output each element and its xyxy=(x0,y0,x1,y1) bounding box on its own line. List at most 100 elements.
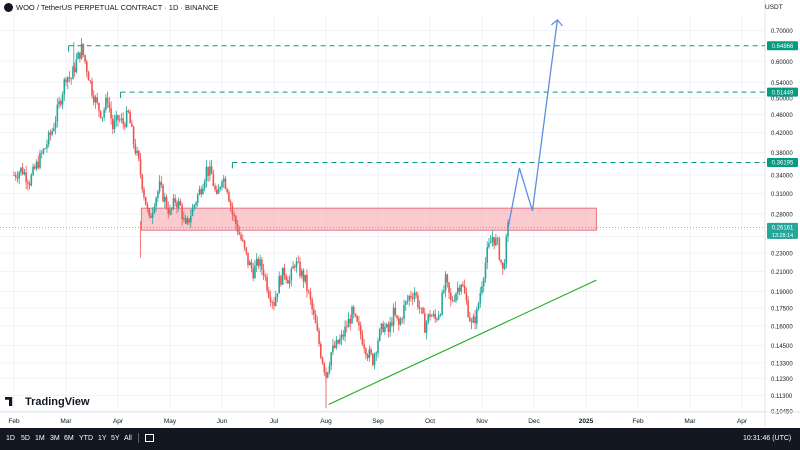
price-tag-label: 0.36195 xyxy=(772,161,794,167)
supply-zone-rect[interactable] xyxy=(140,207,597,231)
x-tick-label: Oct xyxy=(425,418,435,425)
candle-up xyxy=(505,236,508,264)
timeframe-1d-button[interactable]: 1D xyxy=(6,435,15,442)
y-tick-label: 0.70000 xyxy=(771,29,793,35)
candle-up xyxy=(151,212,154,218)
candle-down xyxy=(240,234,242,240)
candle-up xyxy=(427,314,430,323)
candle-down xyxy=(283,267,286,276)
candle-up xyxy=(304,274,306,282)
y-tick-label: 0.13300 xyxy=(771,361,793,367)
candle-down xyxy=(250,262,253,269)
candle-down xyxy=(84,55,86,62)
toolbar-divider xyxy=(138,433,139,443)
candle-up xyxy=(23,172,26,175)
candle-down xyxy=(333,345,336,348)
candle-down xyxy=(398,318,400,325)
candle-down xyxy=(134,144,137,154)
candle-down xyxy=(99,110,102,118)
projection-path[interactable] xyxy=(507,19,559,229)
symbol-logo-icon xyxy=(4,3,13,12)
candle-down xyxy=(273,302,275,306)
projection-arrowhead-icon xyxy=(550,18,563,27)
candle-down xyxy=(396,315,398,319)
candle-up xyxy=(437,315,440,320)
candle-down xyxy=(370,349,372,354)
candle-up xyxy=(378,329,381,341)
timeframe-1y-button[interactable]: 1Y xyxy=(98,435,107,442)
candle-up xyxy=(368,349,371,358)
candle-down xyxy=(73,67,76,73)
candle-up xyxy=(157,191,159,198)
timeframe-1m-button[interactable]: 1M xyxy=(35,435,45,442)
timeframe-all-button[interactable]: All xyxy=(124,435,132,442)
candle-up xyxy=(164,196,166,202)
candle-down xyxy=(429,314,431,317)
candle-down xyxy=(207,166,209,176)
candle-down xyxy=(160,181,163,186)
candle-down xyxy=(502,262,504,269)
candle-up xyxy=(399,318,402,325)
candle-up xyxy=(202,188,204,195)
candle-down xyxy=(25,172,27,183)
candle-down xyxy=(49,132,52,135)
candle-down xyxy=(112,118,114,130)
candle-up xyxy=(136,150,138,154)
candle-down xyxy=(266,276,268,291)
candle-down xyxy=(110,107,112,119)
x-tick-label: Feb xyxy=(8,418,20,425)
timeframe-5y-button[interactable]: 5Y xyxy=(111,435,120,442)
candle-up xyxy=(477,303,480,310)
candle-up xyxy=(72,67,74,80)
candle-up xyxy=(491,237,494,242)
candle-up xyxy=(439,314,442,316)
candle-down xyxy=(65,79,67,83)
x-tick-label: Jun xyxy=(217,418,228,425)
candle-up xyxy=(222,178,225,182)
candle-up xyxy=(186,218,189,224)
candle-up xyxy=(332,345,334,353)
candle-down xyxy=(320,344,322,358)
candle-down xyxy=(212,173,215,186)
candle-down xyxy=(314,314,317,324)
candle-down xyxy=(176,202,178,208)
currency-selector[interactable]: USDT xyxy=(765,4,783,11)
candle-down xyxy=(269,297,272,303)
candle-up xyxy=(481,286,483,294)
candle-up xyxy=(460,284,462,292)
candle-up xyxy=(63,79,66,95)
candle-up xyxy=(455,293,457,301)
tradingview-logo[interactable]: TradingView xyxy=(5,396,90,408)
countdown-label: 13:28:14 xyxy=(772,233,793,239)
candle-down xyxy=(89,80,92,82)
candle-down xyxy=(257,258,260,266)
candle-up xyxy=(177,201,180,208)
candle-down xyxy=(224,178,227,189)
timeframe-5d-button[interactable]: 5D xyxy=(21,435,30,442)
price-chart[interactable]: 0.70000 0.60000 0.54000 0.50000 0.46000 0.420… xyxy=(0,0,800,428)
timeframe-6m-button[interactable]: 6M xyxy=(64,435,74,442)
candle-up xyxy=(288,280,291,284)
candle-up xyxy=(196,194,199,203)
candle-down xyxy=(108,103,111,108)
candle-down xyxy=(361,334,364,345)
support-trendline[interactable] xyxy=(328,279,597,405)
candle-up xyxy=(274,296,277,306)
timeframe-ytd-button[interactable]: YTD xyxy=(79,435,93,442)
price-tag-label: 0.26161 xyxy=(772,226,794,232)
candle-down xyxy=(210,166,213,174)
candle-up xyxy=(103,109,105,118)
candle-down xyxy=(181,205,183,220)
price-tag xyxy=(767,87,798,97)
calendar-icon[interactable] xyxy=(145,434,154,442)
candle-up xyxy=(290,268,293,281)
candle-down xyxy=(124,124,126,127)
candle-down xyxy=(463,285,466,294)
timeframe-3m-button[interactable]: 3M xyxy=(50,435,60,442)
candle-down xyxy=(365,348,367,356)
x-tick-label: Apr xyxy=(737,418,748,425)
candle-down xyxy=(96,97,98,103)
candle-up xyxy=(292,266,294,269)
candle-down xyxy=(14,175,17,178)
candle-up xyxy=(340,334,343,340)
